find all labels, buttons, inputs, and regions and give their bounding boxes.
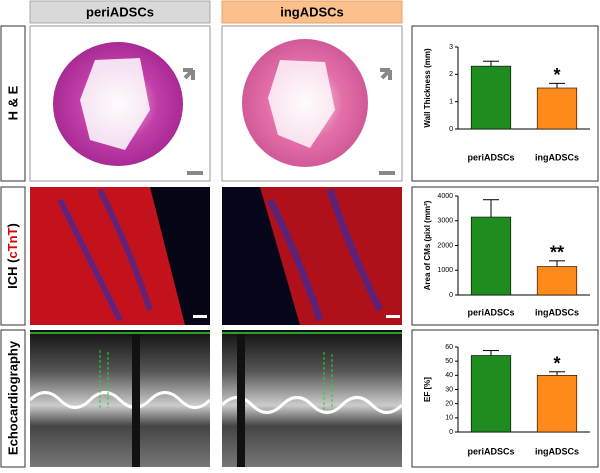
- bar: [470, 355, 512, 433]
- bar: [470, 216, 512, 296]
- x-tick-label: periADSCs: [467, 152, 514, 162]
- measure: [323, 352, 333, 412]
- significance: *: [553, 65, 560, 85]
- row-label: Echocardiography: [5, 340, 20, 455]
- y-tick-label: 0: [449, 126, 453, 133]
- y-tick-label: 1: [449, 99, 453, 106]
- bar: [470, 65, 512, 130]
- y-tick-label: 3000: [437, 218, 453, 225]
- scale-bar: [193, 315, 207, 318]
- row-label-part: cTnT: [5, 227, 20, 258]
- x-tick-label: ingADSCs: [535, 152, 579, 162]
- lumen: [80, 58, 150, 150]
- column-header: periADSCs: [86, 4, 154, 19]
- y-tick-label: 0: [449, 429, 453, 436]
- y-tick-label: 30: [445, 386, 453, 393]
- measure: [99, 350, 109, 410]
- row-label-box: [0, 186, 26, 326]
- background: [222, 187, 300, 325]
- arrow: [183, 68, 195, 80]
- row-label: ICH (cTnT): [5, 223, 20, 289]
- scale-bar: [379, 171, 395, 175]
- marker: [132, 330, 140, 467]
- y-tick-label: 2000: [437, 242, 453, 249]
- row-label: H & E: [5, 85, 20, 120]
- marker: [237, 330, 245, 467]
- arrow: [380, 68, 392, 80]
- y-tick-label: 40: [445, 372, 453, 379]
- y-tick-label: 0: [449, 292, 453, 299]
- x-tick-label: periADSCs: [467, 307, 514, 317]
- y-tick-label: 1000: [437, 267, 453, 274]
- wall-trace: [28, 391, 212, 409]
- row-label-part: ): [5, 223, 20, 227]
- wall-trace: [220, 396, 404, 414]
- significance: *: [553, 354, 560, 374]
- y-tick-label: 4000: [437, 193, 453, 200]
- y-axis-label: Wall Thickness (mm): [423, 48, 432, 128]
- scale-bar: [187, 171, 203, 175]
- y-tick-label: 20: [445, 401, 453, 408]
- x-tick-label: ingADSCs: [535, 446, 579, 456]
- row-label-part: ICH (: [5, 258, 20, 289]
- column-header: ingADSCs: [280, 4, 344, 19]
- scale-bar: [386, 315, 400, 318]
- row-label-box: [0, 329, 26, 468]
- y-tick-label: 2: [449, 71, 453, 78]
- significance: **: [550, 243, 564, 263]
- background: [150, 187, 210, 325]
- row-label-box: [0, 25, 26, 182]
- y-tick-label: 50: [445, 358, 453, 365]
- y-axis-label: EF [%]: [423, 377, 432, 402]
- lumen: [268, 60, 335, 148]
- y-tick-label: 10: [445, 415, 453, 422]
- header-box: [221, 0, 403, 24]
- y-tick-label: 60: [445, 344, 453, 351]
- nuclei: [57, 188, 153, 322]
- bar: [536, 375, 578, 433]
- x-tick-label: periADSCs: [467, 446, 514, 456]
- y-axis-label: Area of CMs (pixl (mm²): [423, 200, 432, 290]
- bar: [536, 266, 578, 296]
- image-panel: [222, 330, 402, 467]
- header-box: [29, 0, 211, 24]
- y-tick-label: 3: [449, 44, 453, 51]
- bar: [536, 87, 578, 130]
- nuclei: [266, 188, 384, 322]
- x-tick-label: ingADSCs: [535, 307, 579, 317]
